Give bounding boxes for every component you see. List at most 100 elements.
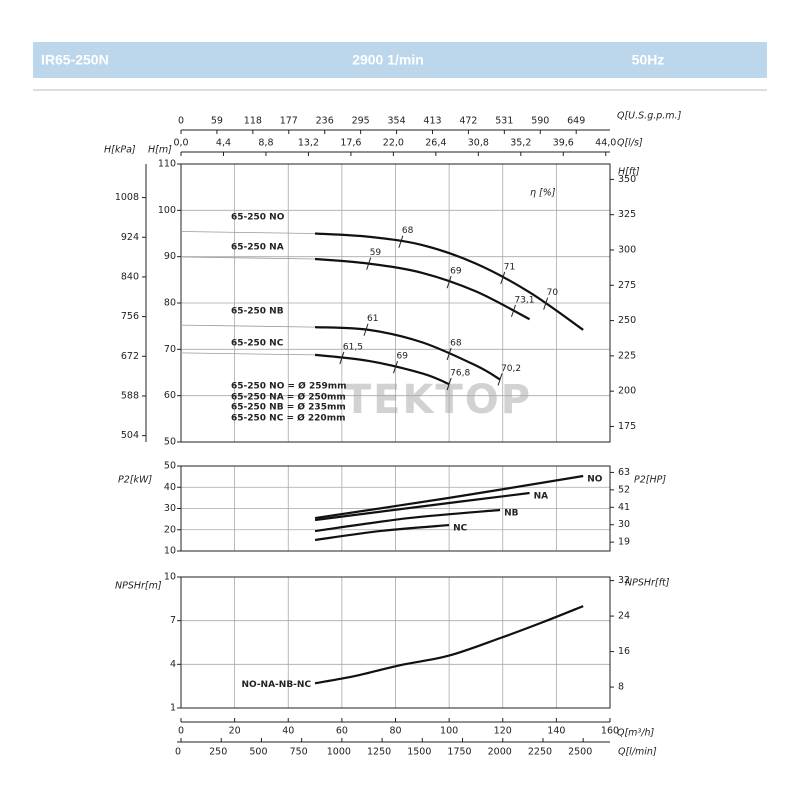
y-tick-label: 4 <box>170 659 176 670</box>
y-axis-label: P2[kW] <box>118 475 152 486</box>
top-tick-label: 413 <box>423 116 441 127</box>
eta-label: 59 <box>370 248 382 258</box>
plot-frame <box>180 576 611 709</box>
y2-tick-label: 175 <box>618 421 636 432</box>
bottom-tick-label: 1500 <box>407 747 431 758</box>
top-tick-label: 13,2 <box>298 138 319 149</box>
series-label: NO-NA-NB-NC <box>241 680 311 690</box>
y-tick-label: 80 <box>164 298 176 309</box>
x-tick-label: 80 <box>389 726 401 737</box>
eta-mark <box>393 361 398 374</box>
eta-label: 70 <box>547 288 559 298</box>
y2-tick-label: 275 <box>618 280 636 291</box>
top-tick-label: 8,8 <box>258 138 273 149</box>
x-tick-label: 120 <box>494 726 512 737</box>
bottom-tick-label: 2250 <box>528 747 552 758</box>
bottom-tick-label: 1750 <box>447 747 471 758</box>
x-tick-label: 20 <box>229 726 241 737</box>
y-tick-label: 40 <box>164 482 176 493</box>
y2-tick-label: 41 <box>618 502 630 513</box>
x-tick-label: 60 <box>336 726 348 737</box>
series-label: NC <box>453 524 468 534</box>
y-tick-label: 70 <box>164 344 176 355</box>
left-tick-label: 1008 <box>115 192 139 203</box>
y2-tick-label: 32 <box>618 575 630 586</box>
curve-extension <box>180 324 316 328</box>
eta-mark <box>363 323 369 336</box>
y-axis-label: H[m] <box>148 145 172 156</box>
eta-label: 61 <box>367 314 378 324</box>
top-axis-label: Q[l/s] <box>617 138 643 149</box>
curve <box>314 523 450 542</box>
diameter-label: 65-250 NC = Ø 220mm <box>231 413 345 424</box>
model: IR65-250N <box>41 52 109 68</box>
x-tick-label: 40 <box>282 726 294 737</box>
top-tick-label: 0,0 <box>173 138 188 149</box>
y2-tick-label: 250 <box>618 315 636 326</box>
series-label: 65-250 NO <box>231 213 285 223</box>
curve <box>314 232 584 331</box>
eta-label: 69 <box>397 352 409 362</box>
series-label: 65-250 NB <box>231 307 284 317</box>
curve <box>314 474 584 520</box>
curve-extension <box>180 256 316 260</box>
eta-label: 68 <box>450 338 462 348</box>
y2-axis-label: NPSHr[ft] <box>625 578 670 589</box>
eta-mark <box>366 257 372 270</box>
y-tick-label: 90 <box>164 251 176 262</box>
y2-tick-label: 30 <box>618 519 630 530</box>
x-tick-label: 0 <box>178 726 184 737</box>
x-tick-label: 160 <box>601 726 619 737</box>
series-label: 65-250 NC <box>231 339 284 349</box>
top-axis-label: Q[U.S.g.p.m.] <box>617 111 682 122</box>
x-tick-label: 140 <box>547 726 565 737</box>
y-tick-label: 60 <box>164 390 176 401</box>
bottom-axis-label: Q[l/min] <box>618 747 657 758</box>
frequency: 50Hz <box>632 52 665 68</box>
y2-tick-label: 24 <box>618 611 630 622</box>
top-tick-label: 177 <box>280 116 298 127</box>
eta-mark <box>446 347 452 361</box>
eta-label: 71 <box>504 262 515 272</box>
curve-extension <box>180 231 316 234</box>
series-label: NA <box>534 491 549 501</box>
bottom-tick-label: 500 <box>249 747 267 758</box>
diameter-label: 65-250 NA = Ø 250mm <box>231 392 346 403</box>
top-tick-label: 4,4 <box>216 138 231 149</box>
y2-tick-label: 350 <box>618 174 636 185</box>
top-tick-label: 26,4 <box>425 138 446 149</box>
y-tick-label: 7 <box>170 615 176 626</box>
curve <box>314 491 530 522</box>
bottom-tick-label: 2000 <box>488 747 512 758</box>
diameter-label: 65-250 NB = Ø 235mm <box>231 402 346 413</box>
top-tick-label: 44,0 <box>595 138 616 149</box>
y2-tick-label: 325 <box>618 209 636 220</box>
eta-label: 68 <box>402 226 414 236</box>
top-tick-label: 590 <box>531 116 549 127</box>
y-tick-label: 50 <box>164 437 176 448</box>
top-tick-label: 354 <box>387 116 405 127</box>
curve <box>314 605 584 685</box>
y2-tick-label: 300 <box>618 244 636 255</box>
left-tick-label: 840 <box>121 271 139 282</box>
top-tick-label: 295 <box>352 116 370 127</box>
left-axis-label: H[kPa] <box>104 145 136 156</box>
eta-mark <box>500 271 506 285</box>
top-tick-label: 118 <box>244 116 262 127</box>
bottom-tick-label: 1000 <box>327 747 351 758</box>
y2-tick-label: 225 <box>618 350 636 361</box>
bottom-tick-label: 1250 <box>367 747 391 758</box>
eta-mark <box>446 377 452 391</box>
eta-label: 69 <box>450 267 462 277</box>
speed: 2900 1/min <box>352 52 424 68</box>
x-tick-label: 100 <box>440 726 458 737</box>
eta-mark <box>339 351 345 365</box>
top-tick-label: 39,6 <box>553 138 574 149</box>
plot-frame <box>180 163 611 443</box>
y-axis-label: NPSHr[m] <box>115 581 162 592</box>
left-tick-label: 672 <box>121 351 139 362</box>
y2-axis-label: H[ft] <box>618 167 640 178</box>
y-tick-label: 10 <box>164 572 176 583</box>
